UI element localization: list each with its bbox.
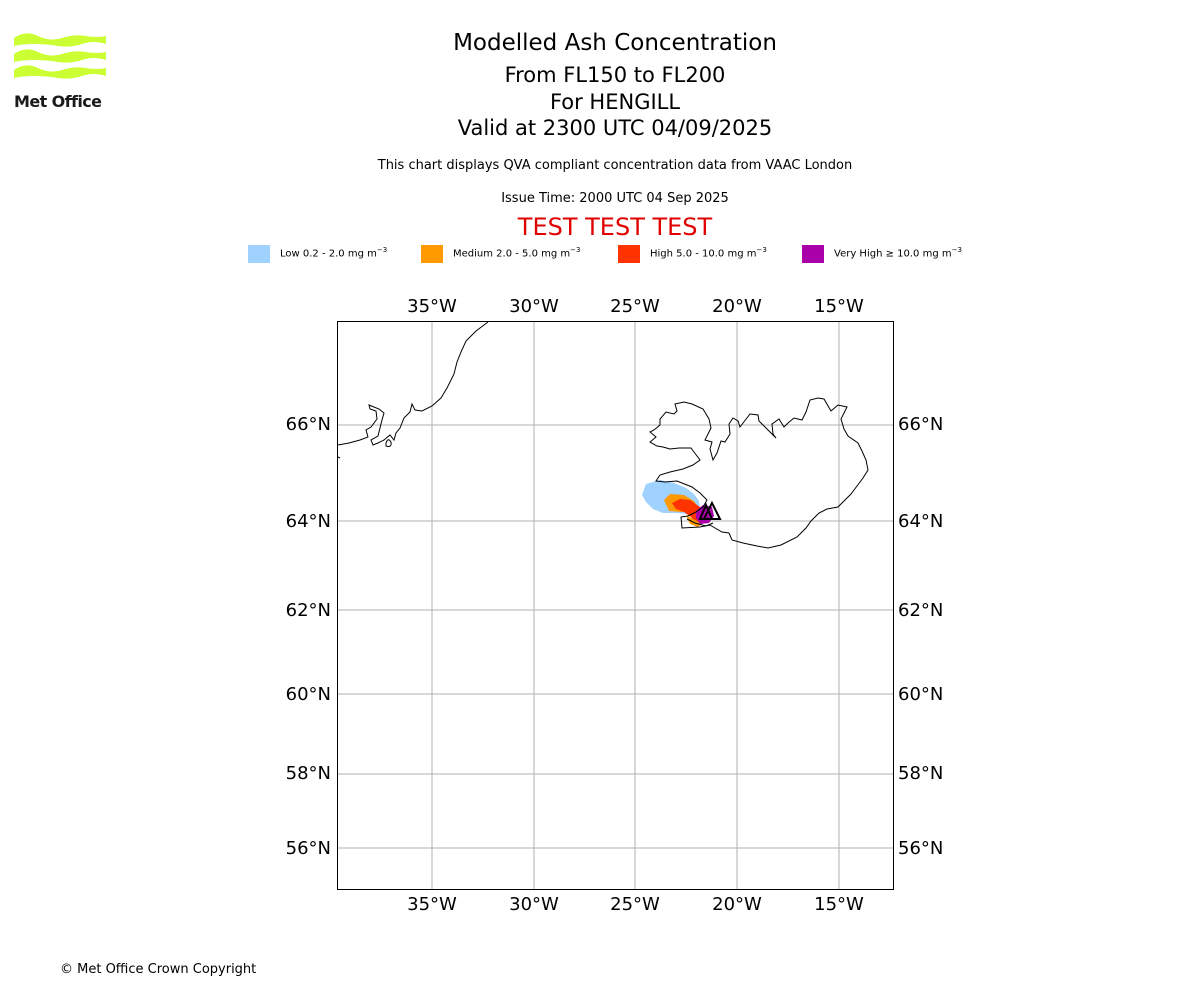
- legend-swatch-very-high: [802, 245, 824, 263]
- legend-label-low: Low 0.2 - 2.0 mg m: [280, 248, 377, 260]
- greenland-islet: [385, 439, 392, 447]
- lat-label-left-58n: 58°N: [286, 763, 331, 784]
- lon-label-top-25w: 25°W: [610, 296, 660, 317]
- legend-swatch-high: [618, 245, 640, 263]
- logo-text: Met Office: [14, 92, 102, 111]
- greenland-islet-2: [337, 456, 341, 459]
- lat-label-right-64n: 64°N: [898, 511, 943, 532]
- lat-label-right-58n: 58°N: [898, 763, 943, 784]
- reykjanes-coast: [686, 518, 714, 527]
- iceland-coast: [649, 397, 869, 549]
- lat-label-right-66n: 66°N: [898, 414, 943, 435]
- lat-label-left-60n: 60°N: [286, 684, 331, 705]
- legend-swatch-low: [248, 245, 270, 263]
- map-frame: [337, 321, 894, 890]
- lon-label-bottom-30w: 30°W: [509, 894, 559, 915]
- lat-label-right-60n: 60°N: [898, 684, 943, 705]
- met-office-logo: Met Office: [14, 30, 106, 112]
- graticule: [338, 322, 893, 889]
- volcano-symbol-icon: [702, 500, 722, 520]
- flight-levels: From FL150 to FL200: [504, 63, 726, 87]
- lon-label-bottom-25w: 25°W: [610, 894, 660, 915]
- lon-label-bottom-15w: 15°W: [814, 894, 864, 915]
- legend-label-medium: Medium 2.0 - 5.0 mg m: [453, 248, 571, 260]
- lon-label-top-15w: 15°W: [814, 296, 864, 317]
- legend-label-high: High 5.0 - 10.0 mg m: [650, 248, 757, 260]
- lon-label-bottom-20w: 20°W: [712, 894, 762, 915]
- lat-label-left-56n: 56°N: [286, 838, 331, 859]
- issue-time: Issue Time: 2000 UTC 04 Sep 2025: [501, 191, 729, 206]
- lon-label-top-20w: 20°W: [712, 296, 762, 317]
- legend-label-very-high: Very High ≥ 10.0 mg m: [834, 248, 952, 260]
- volcano-name: For HENGILL: [549, 90, 681, 114]
- map-background: [337, 321, 894, 890]
- met-office-waves-icon: [14, 33, 106, 79]
- valid-time: Valid at 2300 UTC 04/09/2025: [457, 116, 773, 140]
- greenland-coast: [337, 321, 489, 446]
- legend-swatch-medium: [421, 245, 443, 263]
- test-banner: TEST TEST TEST: [517, 213, 713, 241]
- chart-title: Modelled Ash Concentration: [453, 30, 777, 56]
- lon-label-top-30w: 30°W: [509, 296, 559, 317]
- compliance-note: This chart displays QVA compliant concen…: [377, 158, 853, 173]
- lat-label-right-56n: 56°N: [898, 838, 943, 859]
- lat-label-left-62n: 62°N: [286, 600, 331, 621]
- lat-label-left-64n: 64°N: [286, 511, 331, 532]
- copyright: © Met Office Crown Copyright: [60, 962, 257, 977]
- lat-label-left-66n: 66°N: [286, 414, 331, 435]
- lat-label-right-62n: 62°N: [898, 600, 943, 621]
- lon-label-top-35w: 35°W: [407, 296, 457, 317]
- lon-label-bottom-35w: 35°W: [407, 894, 457, 915]
